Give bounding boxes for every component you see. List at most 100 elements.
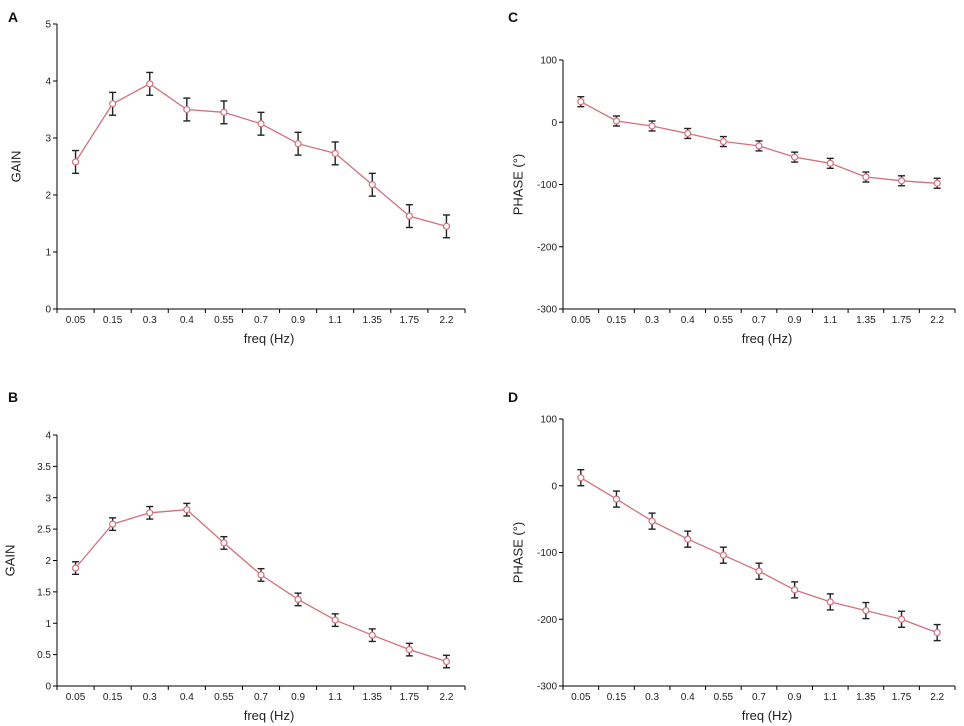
y-tick-label: -200 xyxy=(537,615,557,626)
y-tick-label: 3.5 xyxy=(37,462,51,473)
x-axis-title: freq (Hz) xyxy=(244,708,295,723)
x-tick-label: 0.7 xyxy=(254,692,268,703)
y-tick-label: 0 xyxy=(551,118,557,129)
y-tick-label: 0 xyxy=(45,682,51,693)
x-tick-label: 1.75 xyxy=(892,315,912,326)
data-point xyxy=(220,539,228,547)
panel-letter: C xyxy=(508,9,518,25)
y-tick-label: 5 xyxy=(45,20,51,31)
x-tick-label: 1.75 xyxy=(400,692,420,703)
y-tick-label: -100 xyxy=(537,180,557,191)
data-point xyxy=(257,571,265,579)
x-tick-label: 0.05 xyxy=(66,692,86,703)
y-tick-label: -300 xyxy=(537,305,557,316)
data-point xyxy=(933,179,941,187)
panel-d: D -300 -200 -100 0 100 0.05 0.15 0.3 0.4 0.55 0.7 0.… xyxy=(508,389,956,723)
data-point xyxy=(719,137,727,146)
y-axis-title: GAIN xyxy=(9,151,24,183)
x-tick-label: 0.55 xyxy=(714,315,734,326)
data-point xyxy=(862,606,870,615)
x-tick-label: 0.9 xyxy=(788,692,802,703)
x-tick-label: 1.1 xyxy=(823,692,837,703)
data-point xyxy=(897,615,906,623)
x-axis-title: freq (Hz) xyxy=(244,331,295,346)
panel-a: A 0 1 2 3 4 5 0.05 0.15 0.3 0.4 0.55 0.7 0.9 1.1 1.35 1.… xyxy=(8,9,466,346)
x-tick-label: 0.55 xyxy=(714,692,734,703)
x-tick-label: 1.1 xyxy=(328,692,342,703)
x-tick-label: 1.1 xyxy=(823,315,837,326)
data-point xyxy=(862,173,870,181)
y-axis-title: PHASE (°) xyxy=(511,154,526,216)
data-point xyxy=(257,120,265,128)
x-tick-label: 0.3 xyxy=(645,315,659,326)
y-tick-label: 4 xyxy=(45,77,51,88)
y-tick-label: -200 xyxy=(537,242,557,253)
x-tick-label: 2.2 xyxy=(930,315,944,326)
data-point xyxy=(442,657,451,666)
x-tick-label: 0.15 xyxy=(607,315,627,326)
data-point xyxy=(684,535,692,543)
y-tick-label: 1 xyxy=(45,248,51,259)
x-tick-label: 0.7 xyxy=(752,692,766,703)
data-point xyxy=(755,142,763,150)
data-point xyxy=(331,149,339,157)
x-tick-label: 1.35 xyxy=(363,692,383,703)
data-point xyxy=(405,646,413,654)
x-tick-label: 0.3 xyxy=(143,692,157,703)
data-point xyxy=(577,474,585,482)
x-tick-label: 2.2 xyxy=(930,692,944,703)
series-line xyxy=(580,477,938,634)
y-tick-label: -100 xyxy=(537,548,557,559)
x-tick-label: 1.35 xyxy=(363,315,383,326)
x-tick-label: 0.4 xyxy=(681,315,695,326)
data-point xyxy=(146,80,154,88)
x-tick-label: 0.15 xyxy=(607,692,627,703)
y-tick-label: 2 xyxy=(45,556,51,567)
y-tick-label: 0 xyxy=(45,305,51,316)
data-point xyxy=(368,631,376,639)
y-tick-label: -300 xyxy=(537,682,557,693)
data-point xyxy=(612,495,621,503)
data-point xyxy=(220,108,228,116)
x-tick-label: 1.75 xyxy=(892,692,912,703)
y-tick-label: 2.5 xyxy=(37,525,51,536)
x-tick-label: 0.15 xyxy=(103,315,123,326)
x-tick-label: 1.1 xyxy=(328,315,342,326)
panel-b: B 0 0.5 1 1.5 2 2.5 3 3.5 4 0.05 0.15 0.3 0.4 0.55 0.7 0… xyxy=(3,389,466,723)
panel-letter: B xyxy=(8,389,18,405)
y-tick-label: 2 xyxy=(45,191,51,202)
data-point xyxy=(612,117,621,125)
panel-letter: A xyxy=(8,9,18,25)
x-tick-label: 1.75 xyxy=(400,315,420,326)
x-tick-label: 0.05 xyxy=(66,315,86,326)
series-line xyxy=(75,509,447,663)
data-point xyxy=(405,212,413,220)
panel-letter: D xyxy=(508,389,518,405)
y-tick-label: 1.5 xyxy=(37,587,51,598)
y-tick-label: 100 xyxy=(540,56,557,67)
data-point xyxy=(719,551,727,559)
x-tick-label: 1.35 xyxy=(856,315,876,326)
data-point xyxy=(897,177,906,185)
data-point xyxy=(826,598,834,606)
data-point xyxy=(791,153,799,161)
x-tick-label: 0.55 xyxy=(214,315,234,326)
x-tick-label: 0.4 xyxy=(681,692,695,703)
data-point xyxy=(442,222,451,230)
x-tick-label: 0.3 xyxy=(143,315,157,326)
series-line xyxy=(74,83,447,228)
x-tick-label: 0.7 xyxy=(752,315,766,326)
data-point xyxy=(684,129,692,138)
x-tick-label: 0.7 xyxy=(254,315,268,326)
data-point xyxy=(331,616,339,624)
data-point xyxy=(71,158,80,166)
y-tick-label: 0 xyxy=(551,481,557,492)
data-point xyxy=(146,509,154,517)
data-point xyxy=(183,105,191,114)
x-tick-label: 0.3 xyxy=(645,692,659,703)
data-point xyxy=(648,122,656,130)
data-point xyxy=(109,100,117,108)
data-point xyxy=(648,517,656,525)
data-point xyxy=(577,98,585,106)
y-tick-label: 1 xyxy=(45,619,51,630)
